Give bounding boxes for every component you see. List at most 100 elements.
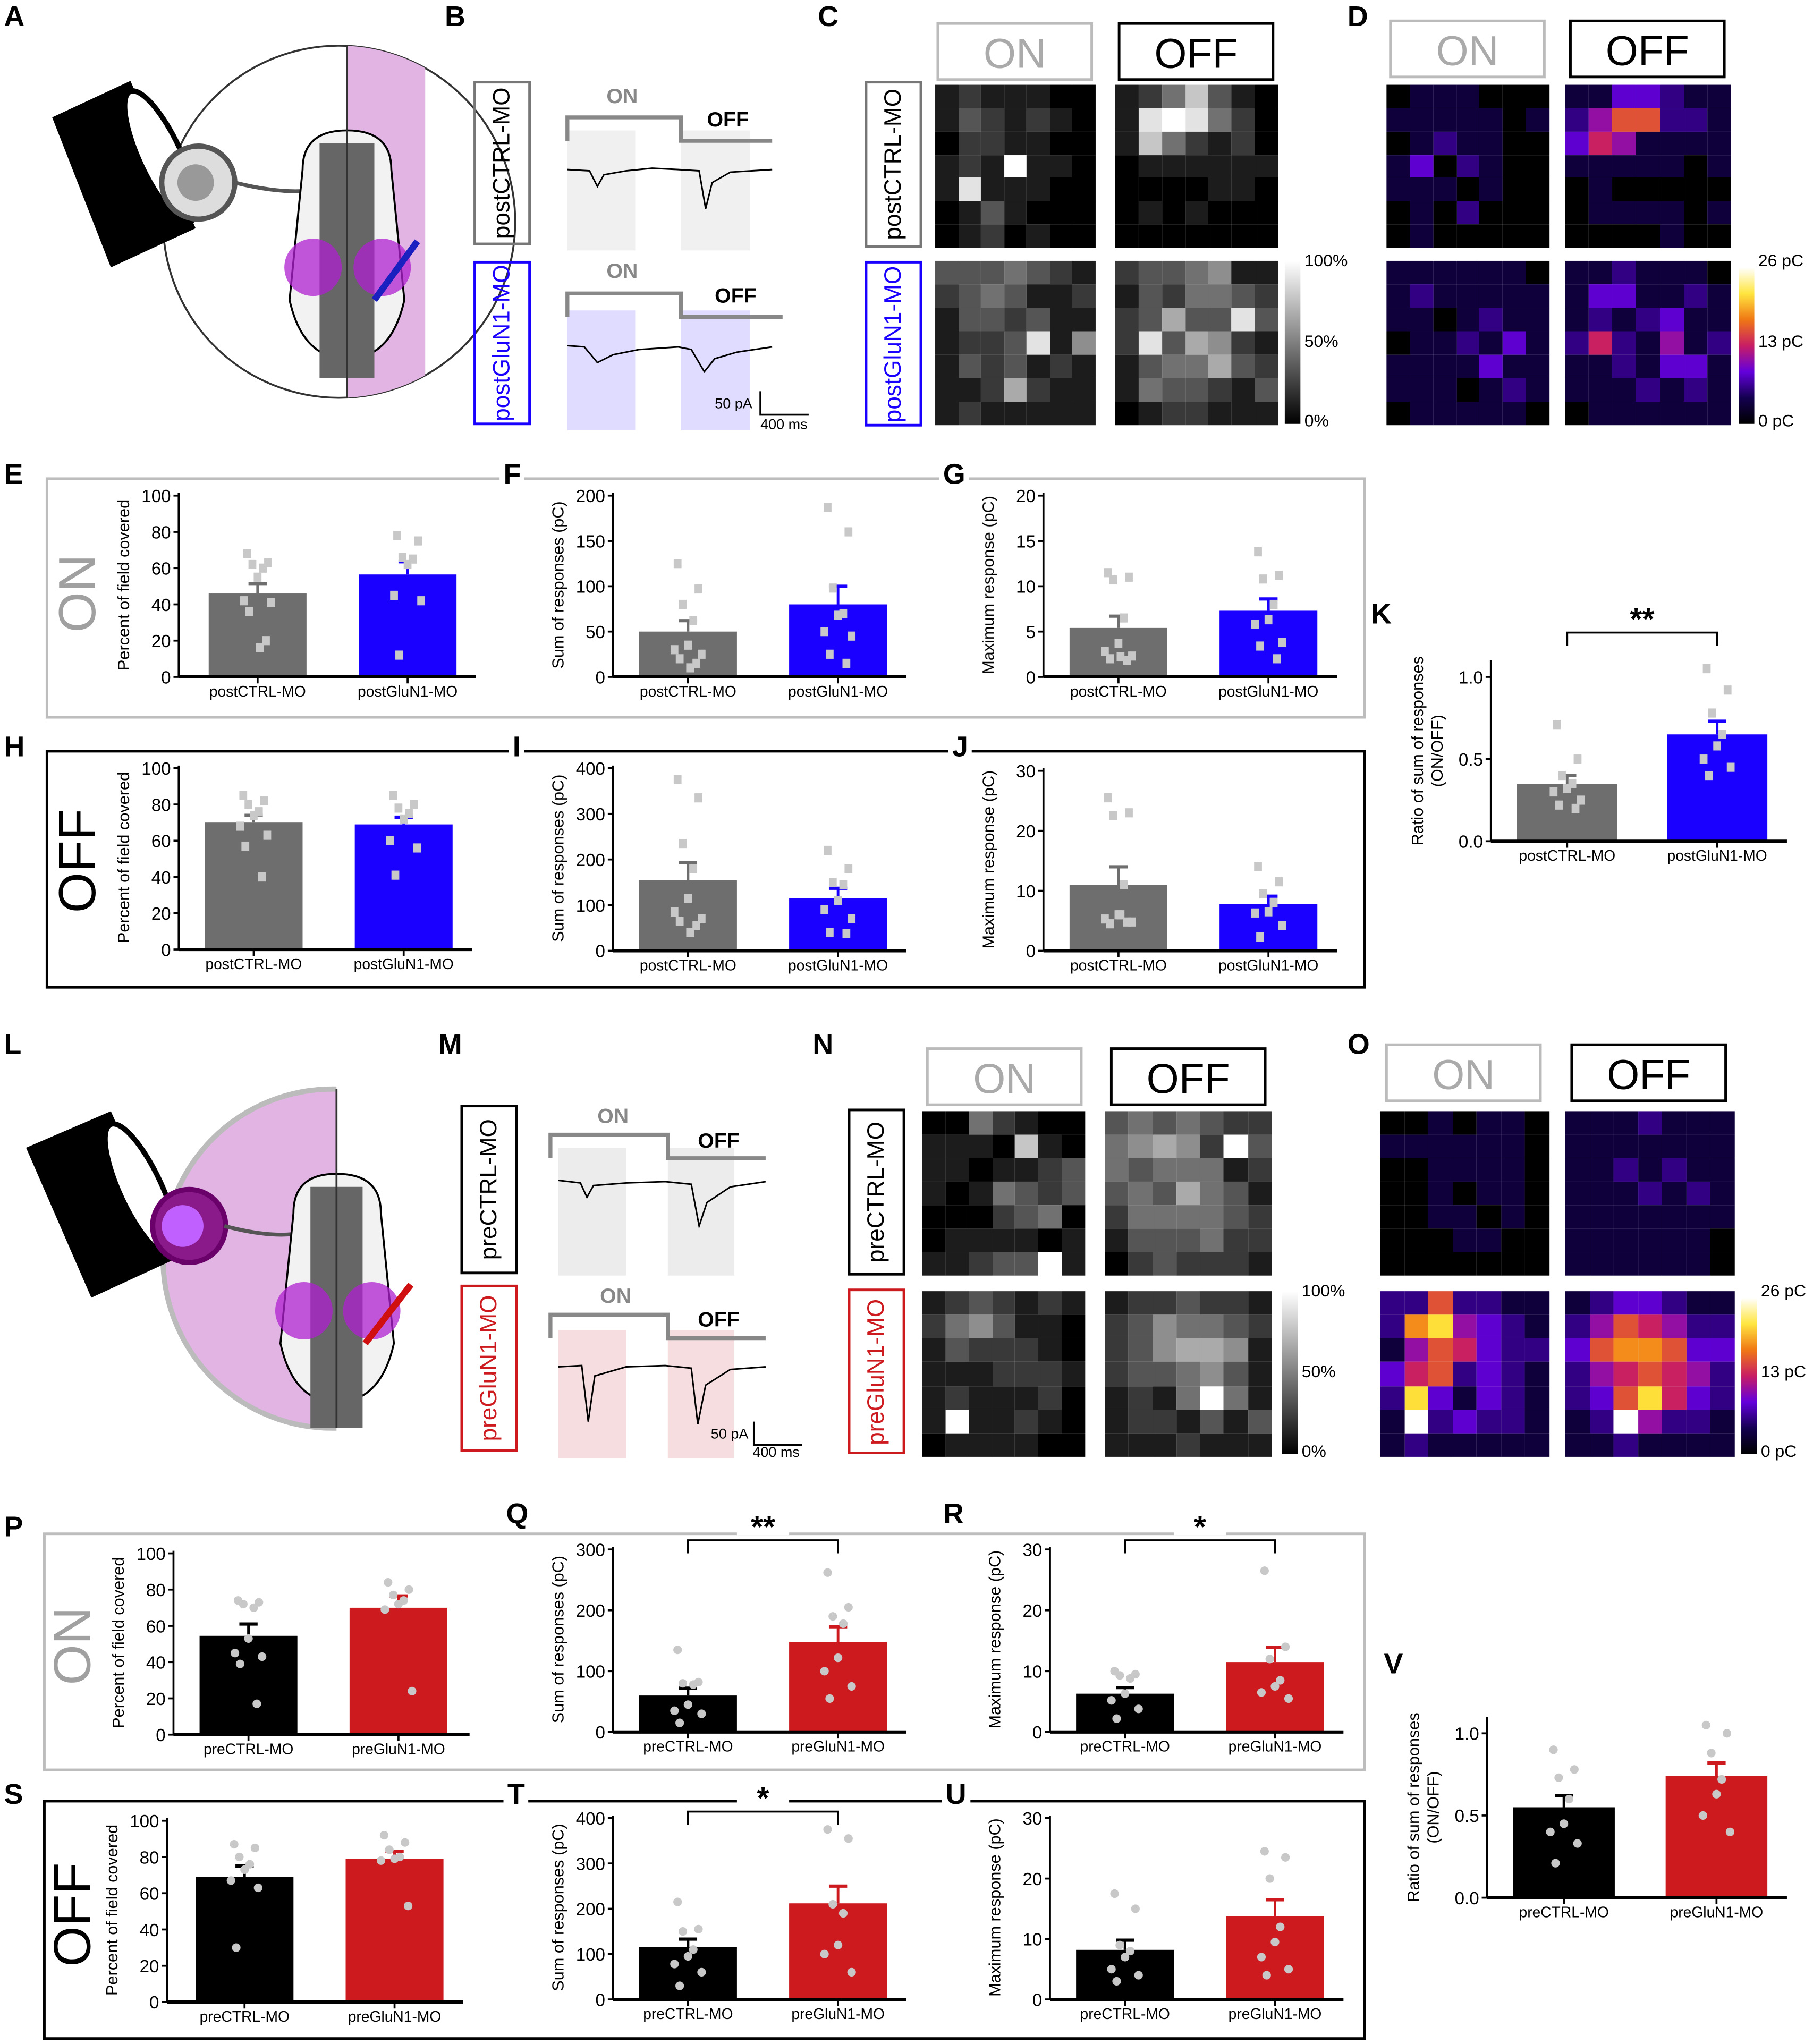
heatmap-cell — [1027, 260, 1050, 285]
data-point — [1251, 620, 1259, 629]
heatmap-cell — [1662, 1386, 1687, 1410]
heatmap-cell — [1613, 1111, 1638, 1135]
heatmap-cell — [1659, 224, 1684, 248]
heatmap-cell — [1185, 354, 1209, 378]
heatmap-cell — [1015, 1314, 1039, 1339]
condition-label-ctrl: postCTRL-MO — [473, 81, 531, 245]
heatmap-cell — [1072, 177, 1096, 201]
heatmap-cell — [1525, 1386, 1550, 1410]
retina-setup-illustration-L — [26, 1082, 519, 1435]
y-tick-label: 300 — [576, 1540, 605, 1560]
bar — [789, 898, 887, 951]
data-point — [1571, 803, 1580, 813]
heatmap-cell — [1038, 1228, 1062, 1252]
heatmap-cell — [1115, 201, 1139, 225]
heatmap-cell — [1452, 1205, 1477, 1229]
heatmap-cell — [1501, 1111, 1526, 1135]
heatmap-cell — [1200, 1134, 1224, 1158]
heatmap-cell — [1129, 1386, 1153, 1410]
data-point — [844, 527, 853, 537]
heatmap-cell — [945, 1291, 969, 1315]
heatmap-cell — [1565, 1433, 1590, 1457]
condition-label-ctrl: preCTRL-MO — [848, 1108, 905, 1276]
heatmap-cell — [981, 131, 1004, 155]
off-frame-pre — [43, 1800, 1366, 2040]
heatmap-cell — [958, 378, 981, 402]
bar — [199, 1635, 298, 1735]
heatmap-cell — [1224, 1338, 1248, 1362]
heatmap-cell — [1176, 1228, 1200, 1252]
heatmap-cell — [1162, 378, 1185, 402]
heatmap-cell — [1248, 1158, 1272, 1182]
heatmap-cell — [1200, 1291, 1224, 1315]
data-point — [1104, 793, 1112, 803]
x-tick-label: preCTRL-MO — [200, 2008, 290, 2025]
data-point — [1278, 638, 1286, 647]
x-tick-label: postGluN1-MO — [1667, 847, 1767, 864]
y-tick-label: 0.5 — [1455, 1806, 1479, 1826]
heatmap-cell — [992, 1181, 1015, 1206]
data-point — [1707, 1749, 1716, 1758]
colorbar-label: 50% — [1304, 331, 1338, 351]
heatmap-cell — [1662, 1291, 1687, 1315]
x-tick-label: postGluN1-MO — [788, 956, 888, 973]
heatmap-cell — [1659, 354, 1684, 378]
heatmap-cell — [1662, 1228, 1687, 1252]
y-tick-label: 200 — [576, 1900, 605, 1920]
heatmap-cell — [1503, 402, 1527, 426]
heatmap-cell — [1613, 1362, 1638, 1386]
heatmap-cell — [1659, 131, 1684, 155]
heatmap-cell — [1636, 108, 1660, 132]
data-point — [1257, 1688, 1266, 1697]
data-point — [404, 1585, 413, 1594]
heatmap-cell — [1231, 108, 1255, 132]
heatmap-cell — [945, 1252, 969, 1276]
heatmap-cell — [1707, 331, 1731, 355]
heatmap-cell — [1410, 224, 1433, 248]
heatmap-cell — [1129, 1111, 1153, 1135]
heatmap-cell — [1380, 1252, 1404, 1276]
data-point — [670, 1960, 679, 1969]
x-tick-label: preGluN1-MO — [1670, 1903, 1764, 1920]
heatmap-cell — [1038, 1362, 1062, 1386]
heatmap-cell — [1456, 177, 1480, 201]
heatmap-cell — [1501, 1338, 1526, 1362]
panel-label-c: C — [814, 2, 843, 31]
y-axis-label: Percent of field covered — [114, 772, 133, 943]
heatmap-cell — [1162, 308, 1185, 332]
heatmap-cell — [1503, 224, 1527, 248]
heatmap-cell — [1200, 1205, 1224, 1229]
x-tick-label: postCTRL-MO — [640, 683, 736, 700]
data-point — [1125, 1674, 1135, 1683]
heatmap-cell — [1152, 1409, 1176, 1434]
x-tick-label: postCTRL-MO — [1070, 683, 1167, 700]
heatmap-cell — [981, 354, 1004, 378]
heatmap-cell — [1162, 84, 1185, 108]
heatmap-cell — [1501, 1291, 1526, 1315]
heatmap-cell — [1503, 260, 1527, 285]
heatmap-cell — [1452, 1252, 1477, 1276]
heatmap-cell — [1710, 1111, 1735, 1135]
data-point — [1560, 1819, 1569, 1828]
heatmap-cell — [1404, 1158, 1429, 1182]
heatmap-cell — [1115, 260, 1139, 285]
heatmap-cell — [1526, 260, 1550, 285]
heatmap-cell — [981, 177, 1004, 201]
heatmap-cell — [1176, 1338, 1200, 1362]
heatmap-cell — [1062, 1181, 1086, 1206]
heatmap-cell — [1105, 1338, 1129, 1362]
data-point — [395, 650, 403, 660]
data-point — [1123, 917, 1131, 927]
on-header: ON — [1385, 1043, 1542, 1102]
x-tick-label: postCTRL-MO — [209, 683, 306, 700]
heatmap-cell — [1380, 1228, 1404, 1252]
heatmap-cell — [1105, 1362, 1129, 1386]
data-point — [1546, 1827, 1555, 1836]
data-point — [839, 880, 848, 889]
heatmap-cell — [1638, 1338, 1662, 1362]
data-point — [838, 1909, 848, 1918]
heatmap-cell — [1404, 1433, 1429, 1457]
data-point — [384, 1578, 393, 1587]
heatmap-cell — [1428, 1362, 1453, 1386]
heatmap-cell — [1659, 201, 1684, 225]
